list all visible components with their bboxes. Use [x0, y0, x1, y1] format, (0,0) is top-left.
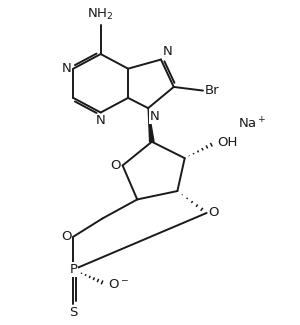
Text: P: P [69, 263, 77, 276]
Text: N: N [150, 110, 160, 123]
Text: O: O [208, 206, 219, 219]
Text: O: O [110, 159, 121, 172]
Text: N: N [163, 45, 172, 58]
Text: S: S [69, 306, 77, 319]
Text: O$^-$: O$^-$ [108, 278, 129, 291]
Text: N: N [62, 62, 71, 75]
Text: OH: OH [218, 136, 238, 149]
Text: N: N [96, 114, 106, 127]
Text: Na$^+$: Na$^+$ [238, 116, 266, 131]
Text: O: O [61, 230, 71, 243]
Polygon shape [148, 108, 154, 142]
Text: NH$_2$: NH$_2$ [88, 7, 114, 22]
Text: Br: Br [205, 84, 219, 97]
